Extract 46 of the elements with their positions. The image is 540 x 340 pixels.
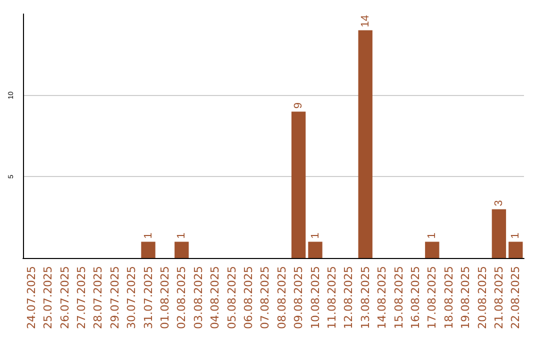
data-label: 1 xyxy=(176,232,188,239)
x-tick-label: 21.08.2025 xyxy=(492,266,506,330)
x-tick-label: 15.08.2025 xyxy=(392,266,406,330)
x-tick-label: 12.08.2025 xyxy=(342,266,356,330)
x-tick-label: 13.08.2025 xyxy=(358,266,372,330)
x-tick-label: 02.08.2025 xyxy=(175,266,188,330)
bar xyxy=(492,209,506,258)
data-label: 1 xyxy=(142,232,154,239)
x-tick-label: 14.08.2025 xyxy=(376,266,389,330)
x-tick-label: 18.08.2025 xyxy=(442,266,456,330)
data-label: 9 xyxy=(292,102,305,109)
data-label: 1 xyxy=(426,232,438,239)
x-tick-label: 06.08.2025 xyxy=(242,266,255,330)
x-tick-label: 27.07.2025 xyxy=(74,266,88,330)
x-tick-label: 24.07.2025 xyxy=(24,266,38,330)
bar xyxy=(508,242,523,258)
x-tick-label: 07.08.2025 xyxy=(258,266,272,330)
bar xyxy=(425,242,440,258)
x-tick-label: 22.08.2025 xyxy=(509,266,522,330)
x-tick-label: 30.07.2025 xyxy=(125,266,138,330)
bar xyxy=(291,112,306,258)
x-tick-label: 05.08.2025 xyxy=(225,266,238,330)
x-tick-label: 19.08.2025 xyxy=(459,266,472,330)
bar xyxy=(358,30,372,258)
x-tick-label: 26.07.2025 xyxy=(58,266,72,330)
x-tick-label: 04.08.2025 xyxy=(208,266,222,330)
x-tick-label: 09.08.2025 xyxy=(292,266,306,330)
x-tick-label: 25.07.2025 xyxy=(42,266,55,330)
bar xyxy=(174,242,189,258)
data-label: 1 xyxy=(510,232,522,239)
x-tick-label: 28.07.2025 xyxy=(92,266,105,330)
x-tick-label: 29.07.2025 xyxy=(108,266,122,330)
data-label: 3 xyxy=(492,200,505,206)
x-tick-label: 17.08.2025 xyxy=(426,266,439,330)
x-tick-label: 01.08.2025 xyxy=(158,266,172,330)
x-tick-label: 08.08.2025 xyxy=(275,266,288,330)
x-tick-label: 10.08.2025 xyxy=(308,266,322,330)
x-tick-label: 31.07.2025 xyxy=(142,266,155,330)
bar xyxy=(308,242,322,258)
x-tick-label: 16.08.2025 xyxy=(408,266,422,330)
x-tick-label: 20.08.2025 xyxy=(476,266,489,330)
data-label: 1 xyxy=(309,232,322,239)
bar xyxy=(141,242,156,258)
x-tick-label: 11.08.2025 xyxy=(325,266,338,330)
data-label: 14 xyxy=(359,15,372,28)
x-tick-label: 03.08.2025 xyxy=(192,266,205,330)
